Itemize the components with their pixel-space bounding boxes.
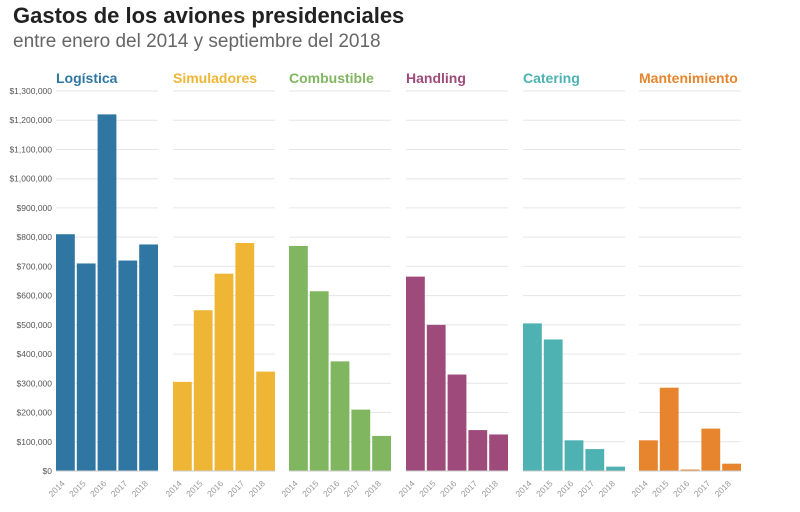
bar	[289, 245, 308, 471]
y-tick-label: $400,000	[17, 349, 53, 359]
x-tick-label: 2017	[342, 478, 363, 499]
x-tick-label: 2015	[534, 478, 555, 499]
x-tick-label: 2018	[597, 478, 618, 499]
x-tick-label: 2015	[67, 478, 88, 499]
bar	[214, 273, 234, 471]
bar	[447, 374, 467, 471]
y-tick-label: $800,000	[17, 232, 53, 242]
x-tick-label: 2015	[650, 478, 671, 499]
bar	[256, 371, 275, 471]
x-tick-label: 2016	[555, 478, 576, 499]
bar	[351, 409, 371, 471]
x-tick-label: 2017	[109, 478, 130, 499]
x-tick-label: 2016	[321, 478, 342, 499]
bar	[564, 440, 584, 471]
bar	[543, 339, 563, 471]
bar	[56, 234, 75, 471]
y-tick-label: $0	[43, 466, 53, 476]
x-tick-label: 2018	[247, 478, 268, 499]
panel-title-6: Mantenimiento	[639, 70, 738, 86]
y-tick-label: $1,300,000	[9, 86, 52, 96]
x-tick-label: 2017	[459, 478, 480, 499]
y-tick-label: $600,000	[17, 291, 53, 301]
x-tick-label: 2017	[692, 478, 713, 499]
x-tick-label: 2016	[438, 478, 459, 499]
bar	[659, 387, 679, 471]
bar	[468, 430, 488, 471]
bar	[118, 260, 138, 471]
y-tick-label: $1,100,000	[9, 144, 52, 154]
bar	[139, 244, 158, 471]
x-tick-label: 2014	[513, 478, 534, 499]
x-tick-label: 2016	[88, 478, 109, 499]
x-tick-label: 2017	[226, 478, 247, 499]
bar	[97, 114, 117, 471]
panel-title-3: Combustible	[289, 70, 374, 86]
y-tick-label: $100,000	[17, 437, 53, 447]
x-tick-label: 2017	[576, 478, 597, 499]
y-tick-label: $200,000	[17, 408, 53, 418]
bar	[406, 276, 425, 471]
bar	[372, 435, 391, 471]
y-tick-label: $1,000,000	[9, 174, 52, 184]
y-tick-label: $500,000	[17, 320, 53, 330]
y-tick-label: $700,000	[17, 261, 53, 271]
bar	[606, 466, 625, 471]
x-tick-label: 2014	[46, 478, 67, 499]
bar	[701, 428, 721, 471]
x-tick-label: 2016	[671, 478, 692, 499]
x-tick-label: 2014	[279, 478, 300, 499]
bar	[489, 434, 508, 471]
x-tick-label: 2014	[396, 478, 417, 499]
chart-title: Gastos de los aviones presidenciales	[13, 3, 405, 28]
x-tick-label: 2018	[363, 478, 384, 499]
panel-title-1: Logística	[56, 70, 118, 86]
bar	[585, 449, 605, 471]
panel-title-4: Handling	[406, 70, 466, 86]
chart-subtitle: entre enero del 2014 y septiembre del 20…	[13, 31, 381, 52]
bar	[330, 361, 350, 471]
bar	[523, 323, 542, 471]
panel-title-2: Simuladores	[173, 70, 257, 86]
y-tick-label: $900,000	[17, 203, 53, 213]
bar	[235, 243, 255, 471]
x-tick-label: 2016	[205, 478, 226, 499]
x-tick-label: 2015	[417, 478, 438, 499]
bar	[680, 469, 700, 471]
bar	[193, 310, 213, 471]
x-tick-label: 2018	[480, 478, 501, 499]
bar	[722, 463, 741, 471]
y-tick-label: $1,200,000	[9, 115, 52, 125]
bar	[309, 291, 329, 471]
bar	[76, 263, 96, 471]
x-tick-label: 2015	[184, 478, 205, 499]
x-tick-label: 2018	[130, 478, 151, 499]
x-tick-label: 2014	[163, 478, 184, 499]
panel-title-5: Catering	[523, 70, 580, 86]
bar	[173, 381, 192, 471]
bar	[639, 440, 658, 471]
bar	[426, 324, 446, 471]
x-tick-label: 2018	[713, 478, 734, 499]
x-tick-label: 2015	[300, 478, 321, 499]
y-tick-label: $300,000	[17, 378, 53, 388]
x-tick-label: 2014	[629, 478, 650, 499]
